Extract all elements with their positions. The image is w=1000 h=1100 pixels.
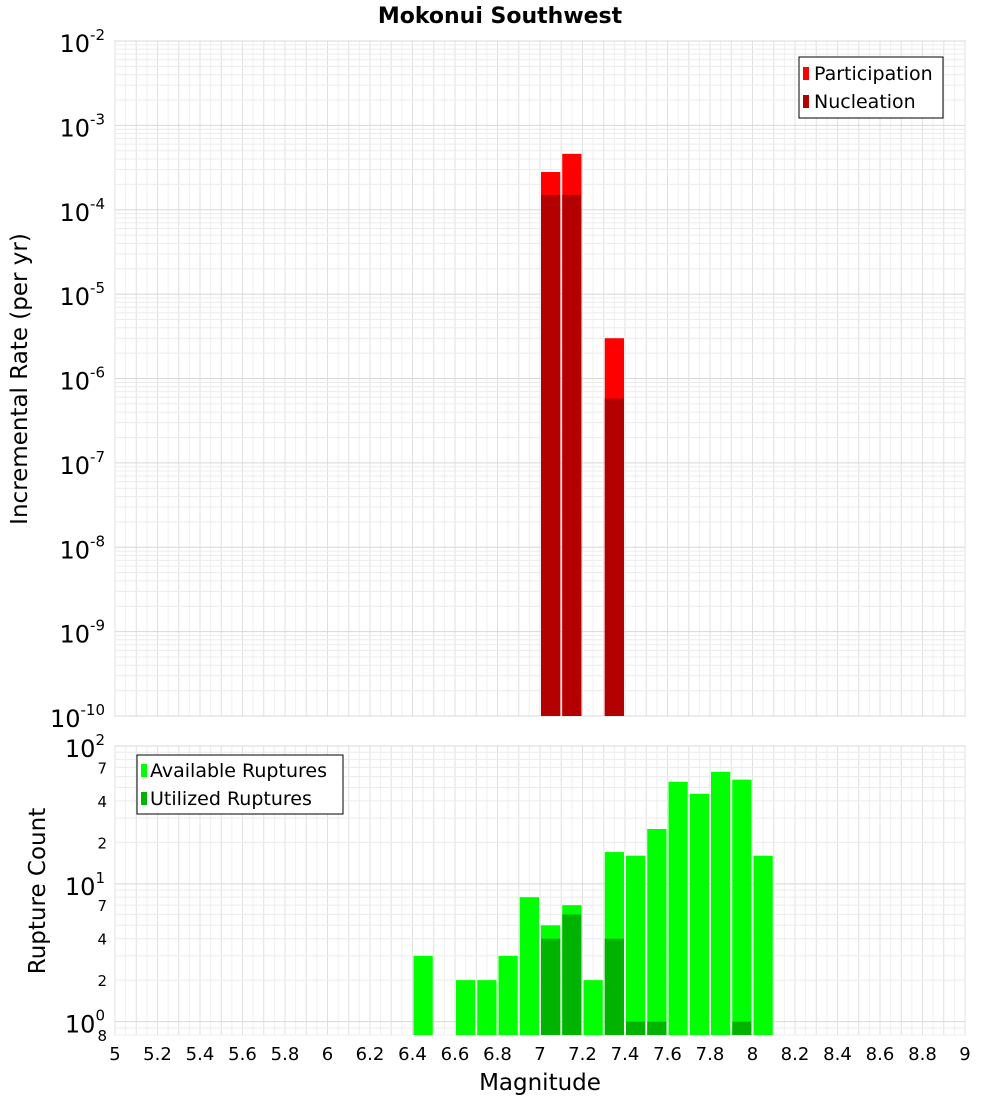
- legend-swatch-utilized: [141, 792, 147, 805]
- bottom-bar-utilized: [562, 914, 582, 1035]
- bottom-bar-available: [647, 828, 667, 1035]
- top-y-tick-label: 10-9: [59, 617, 105, 649]
- x-tick-label: 5.6: [228, 1044, 257, 1065]
- x-axis-ticks: 5 5.2 5.4 5.6 5.8 6 6.2 6.4 6.6 6.8 7 7.2 7.4 7.6 7.8 8…: [109, 1044, 970, 1065]
- top-y-tick-label: 10-7: [59, 448, 105, 480]
- legend-label-available: Available Ruptures: [150, 760, 327, 782]
- top-y-tick-label: 10-5: [59, 279, 105, 311]
- bottom-y-minor-tick-label: 7: [97, 759, 107, 777]
- x-tick-label: 7.8: [696, 1044, 725, 1065]
- bottom-bar-utilized: [626, 1021, 646, 1035]
- top-y-ticks: 10-10 10-9 10-8 10-7 10-6 10-5 10-4 10-3 10-2: [50, 26, 105, 733]
- bottom-bar-available: [498, 955, 518, 1035]
- bottom-panel: 100 101 102 8 2 4 7 2 4 7 Rupture Count Available…: [25, 731, 966, 1045]
- bottom-bar-available: [732, 779, 752, 1035]
- bottom-bars: [413, 771, 773, 1035]
- chart-title: Mokonui Southwest: [378, 4, 623, 29]
- top-y-tick-label: 10-4: [59, 195, 105, 227]
- top-bar-nucleation: [562, 194, 582, 716]
- top-grid: [114, 40, 966, 717]
- legend-swatch-available: [141, 764, 147, 777]
- x-tick-label: 8.8: [908, 1044, 937, 1065]
- bottom-bar-available: [519, 897, 539, 1035]
- top-y-tick-label: 10-2: [59, 26, 105, 58]
- bottom-bar-utilized: [647, 1021, 667, 1035]
- bottom-y-minor-tick-label: 7: [97, 897, 107, 915]
- x-tick-label: 7.4: [611, 1044, 640, 1065]
- x-tick-label: 5.2: [143, 1044, 172, 1065]
- x-tick-label: 5.4: [186, 1044, 215, 1065]
- x-tick-label: 8.2: [781, 1044, 810, 1065]
- bottom-bar-available: [477, 980, 497, 1035]
- bottom-bar-available: [711, 771, 731, 1035]
- x-tick-label: 7.2: [568, 1044, 597, 1065]
- bottom-bar-utilized: [604, 938, 624, 1035]
- bottom-bar-available: [753, 855, 773, 1035]
- top-panel: 10-10 10-9 10-8 10-7 10-6 10-5 10-4 10-3 10-2 In…: [7, 26, 966, 733]
- top-y-tick-label: 10-10: [50, 701, 105, 733]
- bottom-legend-box: [136, 754, 344, 815]
- legend-label-participation: Participation: [814, 63, 933, 85]
- x-tick-label: 6: [322, 1044, 333, 1065]
- bottom-y-minor-tick-label: 4: [97, 931, 107, 949]
- bottom-y-minor-tick-label: 8: [97, 1027, 107, 1045]
- bottom-y-axis-label: Rupture Count: [25, 808, 51, 974]
- bottom-y-tick-label: 102: [65, 731, 105, 763]
- bottom-y-minor-tick-label: 4: [97, 793, 107, 811]
- bottom-y-minor-tick-label: 2: [97, 972, 107, 990]
- bottom-bar-available: [456, 980, 476, 1035]
- bottom-y-tick-label: 100: [65, 1007, 105, 1039]
- x-tick-label: 8.4: [823, 1044, 852, 1065]
- x-tick-label: 5: [109, 1044, 120, 1065]
- x-tick-label: 8: [747, 1044, 758, 1065]
- top-y-tick-label: 10-8: [59, 532, 105, 564]
- x-tick-label: 9: [959, 1044, 970, 1065]
- top-y-tick-label: 10-3: [59, 110, 105, 142]
- bottom-bar-available: [668, 781, 688, 1035]
- x-axis-label: Magnitude: [479, 1070, 601, 1096]
- bottom-bar-utilized: [541, 938, 561, 1035]
- top-bars: [541, 153, 624, 716]
- legend-swatch-participation: [803, 67, 809, 80]
- top-y-tick-label: 10-6: [59, 364, 105, 396]
- top-legend: Participation Nucleation: [798, 56, 944, 119]
- x-tick-label: 6.8: [483, 1044, 512, 1065]
- x-tick-label: 7.6: [653, 1044, 682, 1065]
- bottom-legend: Available Ruptures Utilized Ruptures: [136, 754, 344, 815]
- top-legend-box: [798, 56, 944, 119]
- bottom-bar-available: [626, 855, 646, 1035]
- legend-label-nucleation: Nucleation: [814, 91, 916, 113]
- x-tick-label: 6.6: [441, 1044, 470, 1065]
- bottom-bar-available: [413, 955, 433, 1035]
- bottom-y-ticks: 100 101 102 8 2 4 7 2 4 7: [65, 731, 107, 1045]
- bottom-bar-available: [689, 793, 709, 1035]
- x-tick-label: 5.8: [271, 1044, 300, 1065]
- x-tick-label: 8.6: [866, 1044, 895, 1065]
- bottom-bar-utilized: [732, 1021, 752, 1035]
- top-bar-nucleation: [604, 398, 624, 716]
- legend-swatch-nucleation: [803, 95, 809, 108]
- top-bar-nucleation: [541, 194, 561, 716]
- legend-label-utilized: Utilized Ruptures: [150, 788, 312, 810]
- top-y-axis-label: Incremental Rate (per yr): [7, 233, 33, 525]
- bottom-y-minor-tick-label: 2: [97, 834, 107, 852]
- x-tick-label: 6.4: [398, 1044, 427, 1065]
- bottom-bar-available: [583, 980, 603, 1035]
- x-tick-label: 7: [534, 1044, 545, 1065]
- x-tick-label: 6.2: [356, 1044, 385, 1065]
- bottom-y-tick-label: 101: [65, 869, 105, 901]
